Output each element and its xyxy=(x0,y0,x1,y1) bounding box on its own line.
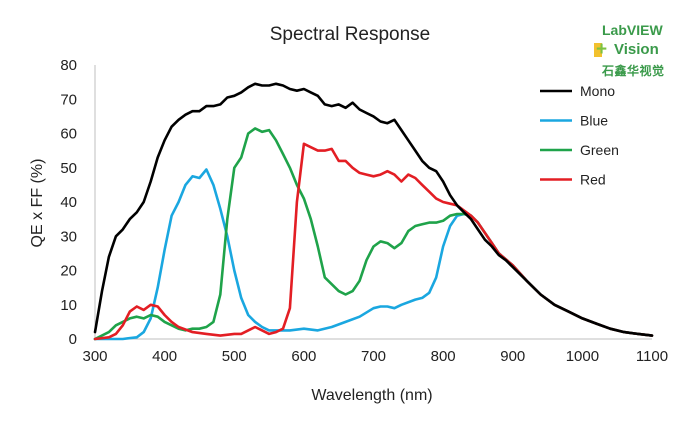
y-axis-title: QE x FF (%) xyxy=(29,159,46,248)
logo-text-labview: LabVIEW xyxy=(602,22,663,38)
legend-label-red: Red xyxy=(580,172,606,188)
y-tick-label: 60 xyxy=(60,126,77,143)
y-tick-label: 40 xyxy=(60,194,77,211)
axes: 300 400 500 600 700 800 900 1000 1100 0 10 20 30 40 50… xyxy=(60,57,668,365)
x-tick-label: 1000 xyxy=(566,348,599,365)
y-tick-label: 80 xyxy=(60,57,77,74)
y-tick-label: 70 xyxy=(60,91,77,108)
logo-text-vision: Vision xyxy=(614,41,659,58)
series-line-blue xyxy=(93,168,654,341)
logo-plus-sign: + xyxy=(596,39,608,60)
logo-tab-shape xyxy=(594,43,602,57)
y-tick-label: 50 xyxy=(60,160,77,177)
y-tick-label: 10 xyxy=(60,297,77,314)
chart-title: Spectral Response xyxy=(270,24,431,45)
series-line-mono xyxy=(93,82,654,337)
x-tick-label: 900 xyxy=(500,348,525,365)
legend: Mono Blue Green Red xyxy=(540,83,619,188)
x-tick-label: 400 xyxy=(152,348,177,365)
x-tick-label: 600 xyxy=(291,348,316,365)
legend-label-blue: Blue xyxy=(580,113,608,129)
x-tick-label: 700 xyxy=(361,348,386,365)
series-layer xyxy=(93,82,654,341)
x-tick-label: 1100 xyxy=(636,348,668,365)
y-tick-label: 20 xyxy=(60,263,77,280)
y-tick-label: 30 xyxy=(60,228,77,245)
x-axis-title: Wavelength (nm) xyxy=(311,387,432,404)
y-tick-label: 0 xyxy=(69,331,77,348)
legend-label-green: Green xyxy=(580,142,619,158)
legend-label-mono: Mono xyxy=(580,83,615,99)
labview-vision-watermark-logo: LabVIEW + Vision 石鑫华视觉 xyxy=(594,22,678,84)
x-tick-label: 500 xyxy=(222,348,247,365)
x-tick-label: 800 xyxy=(431,348,456,365)
logo-text-chinese: 石鑫华视觉 xyxy=(602,64,665,78)
x-tick-label: 300 xyxy=(82,348,107,365)
